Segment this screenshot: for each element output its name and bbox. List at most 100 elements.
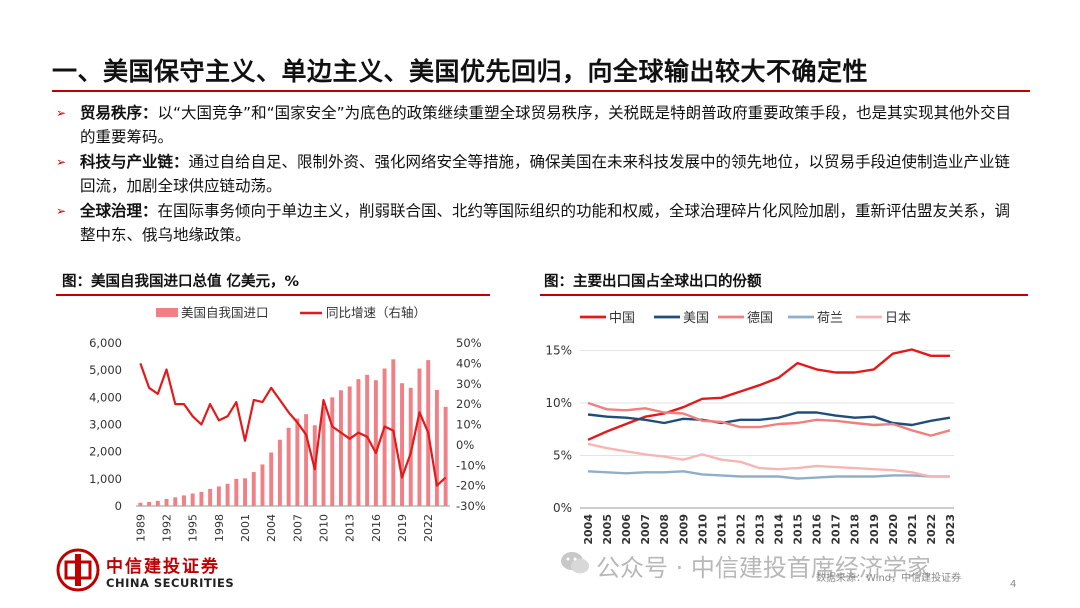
x-tick-label: 2023 bbox=[944, 514, 957, 545]
bar-import-value bbox=[400, 383, 404, 506]
y-right-tick-label: -20% bbox=[456, 479, 486, 493]
line-yoy-growth bbox=[139, 363, 447, 487]
legend-label: 德国 bbox=[747, 311, 773, 326]
legend-label-line: 同比增速（右轴） bbox=[326, 305, 426, 320]
y-left-tick-label: 3,000 bbox=[89, 418, 122, 432]
bar-import-value bbox=[321, 406, 326, 506]
title-divider bbox=[52, 90, 1030, 92]
bar-import-value bbox=[164, 498, 169, 506]
x-tick-label: 2019 bbox=[396, 514, 409, 542]
x-tick-label: 2013 bbox=[344, 514, 357, 542]
x-tick-label: 2022 bbox=[422, 514, 435, 542]
x-tick-label: 1998 bbox=[213, 514, 226, 542]
bar-import-value bbox=[382, 368, 387, 506]
bullet-item-trade: ➢ 贸易秩序：以“大国竞争”和“国家安全”为底色的政策继续重塑全球贸易秩序，关税… bbox=[54, 101, 1024, 150]
y-right-tick-label: -30% bbox=[456, 499, 486, 513]
wechat-icon bbox=[561, 552, 589, 574]
y-left-tick-label: 0 bbox=[115, 499, 122, 513]
bar-import-value bbox=[173, 497, 178, 506]
x-tick-label: 2022 bbox=[925, 514, 938, 545]
bullet-text: 通过自给自足、限制外资、强化网络安全等措施，确保美国在未来科技发展中的领先地位，… bbox=[80, 152, 1011, 196]
x-tick-label: 2017 bbox=[830, 514, 843, 545]
x-tick-label: 2016 bbox=[811, 514, 824, 545]
y-right-tick-label: 50% bbox=[456, 336, 482, 350]
x-tick-label: 2014 bbox=[773, 514, 786, 545]
arrow-bullet-icon: ➢ bbox=[56, 203, 67, 218]
legend-label-bar: 美国自我国进口 bbox=[181, 305, 269, 320]
bar-import-value bbox=[339, 390, 343, 506]
x-tick-label: 2012 bbox=[734, 514, 747, 545]
x-tick-label: 2020 bbox=[887, 514, 900, 545]
line-series-4 bbox=[587, 442, 950, 478]
x-tick-label: 2015 bbox=[792, 514, 805, 545]
bar-import-value bbox=[269, 452, 274, 506]
x-tick-label: 1989 bbox=[134, 514, 147, 542]
x-tick-label: 2019 bbox=[868, 514, 881, 545]
x-tick-label: 2008 bbox=[658, 514, 671, 545]
bar-import-value bbox=[373, 380, 378, 506]
arrow-bullet-icon: ➢ bbox=[56, 106, 67, 120]
x-tick-label: 2013 bbox=[753, 514, 766, 545]
chart2-divider bbox=[540, 294, 1028, 296]
bar-import-value bbox=[417, 368, 422, 506]
bullet-text: 以“大国竞争”和“国家安全”为底色的政策继续重塑全球贸易秩序，关税既是特朗普政府… bbox=[80, 104, 1012, 147]
bar-import-value bbox=[330, 397, 335, 506]
bar-import-value bbox=[182, 495, 186, 506]
chart2-title: 图：主要出口国占全球出口的份额 bbox=[544, 274, 762, 290]
x-tick-label: 2011 bbox=[715, 514, 728, 545]
x-tick-label: 2007 bbox=[291, 514, 304, 542]
x-tick-label: 1995 bbox=[187, 514, 200, 542]
bullet-head: 贸易秩序： bbox=[80, 104, 158, 122]
bullet-text: 在国际事务倾向于单边主义，削弱联合国、北约等国际组织的功能和权威，全球治理碎片化… bbox=[80, 201, 1011, 245]
line-series-1 bbox=[587, 411, 951, 427]
chart1-divider bbox=[56, 294, 490, 296]
bar-import-value bbox=[347, 386, 352, 506]
chart1-title: 图：美国自我国进口总值 亿美元，% bbox=[62, 274, 300, 290]
citic-logo-icon bbox=[56, 548, 100, 592]
x-tick-label: 2006 bbox=[620, 514, 633, 545]
data-source: 数据来源：Wind，中信建投证券 bbox=[816, 573, 962, 584]
bar-import-value bbox=[234, 478, 239, 506]
page-title: 一、美国保守主义、单边主义、美国优先回归，向全球输出较大不确定性 bbox=[52, 57, 869, 86]
bar-import-value bbox=[277, 439, 282, 506]
bullet-item-governance: ➢ 全球治理：在国际事务倾向于单边主义，削弱联合国、北约等国际组织的功能和权威，… bbox=[54, 199, 1024, 248]
bullet-item-tech: ➢ 科技与产业链：通过自给自足、限制外资、强化网络安全等措施，确保美国在未来科技… bbox=[54, 150, 1024, 199]
line-series-0 bbox=[587, 348, 950, 441]
y-left-tick-label: 6,000 bbox=[89, 336, 122, 350]
bar-import-value bbox=[243, 478, 247, 506]
bar-import-value bbox=[365, 374, 370, 506]
chart-export-share: 0% 5% 10% 15% 2004 2005 2006 2007 2008 2009 2010 20… bbox=[545, 311, 957, 545]
y-right-tick-label: 40% bbox=[456, 356, 482, 370]
x-tick-label: 2005 bbox=[601, 514, 614, 545]
bar-import-value bbox=[434, 389, 439, 506]
x-tick-label: 2010 bbox=[318, 514, 331, 542]
y-right-tick-label: 30% bbox=[456, 377, 482, 391]
y-right-tick-label: 0% bbox=[456, 438, 474, 452]
bar-import-value bbox=[190, 493, 195, 506]
bar-import-value bbox=[408, 387, 413, 506]
x-tick-label: 2016 bbox=[370, 514, 383, 542]
bar-import-value bbox=[199, 491, 204, 506]
x-tick-label: 2007 bbox=[639, 514, 652, 545]
page-number: 4 bbox=[1010, 579, 1017, 590]
x-tick-label: 2004 bbox=[582, 514, 595, 545]
bar-import-value bbox=[286, 427, 291, 506]
x-tick-label: 2010 bbox=[696, 514, 709, 545]
chart-imports: 0 1,000 2,000 3,000 4,000 5,000 6,000 -30% -20% -… bbox=[89, 305, 486, 542]
bar-import-value bbox=[225, 483, 230, 506]
bar-import-value bbox=[208, 488, 213, 506]
x-tick-label: 2018 bbox=[849, 514, 862, 545]
bar-import-value bbox=[216, 486, 221, 506]
x-tick-label: 1992 bbox=[161, 514, 174, 542]
legend-label: 中国 bbox=[609, 311, 635, 326]
legend-label: 美国 bbox=[683, 311, 709, 326]
bar-import-value bbox=[260, 464, 265, 506]
bar-import-value bbox=[304, 414, 309, 506]
bullet-list: ➢ 贸易秩序：以“大国竞争”和“国家安全”为底色的政策继续重塑全球贸易秩序，关税… bbox=[54, 101, 1024, 247]
y-right-tick-label: -10% bbox=[456, 458, 486, 472]
x-tick-label: 2021 bbox=[906, 514, 919, 545]
line-series-2 bbox=[587, 401, 951, 437]
y-tick-label: 15% bbox=[545, 344, 572, 358]
y-tick-label: 5% bbox=[553, 449, 572, 463]
bullet-head: 科技与产业链： bbox=[80, 152, 189, 171]
